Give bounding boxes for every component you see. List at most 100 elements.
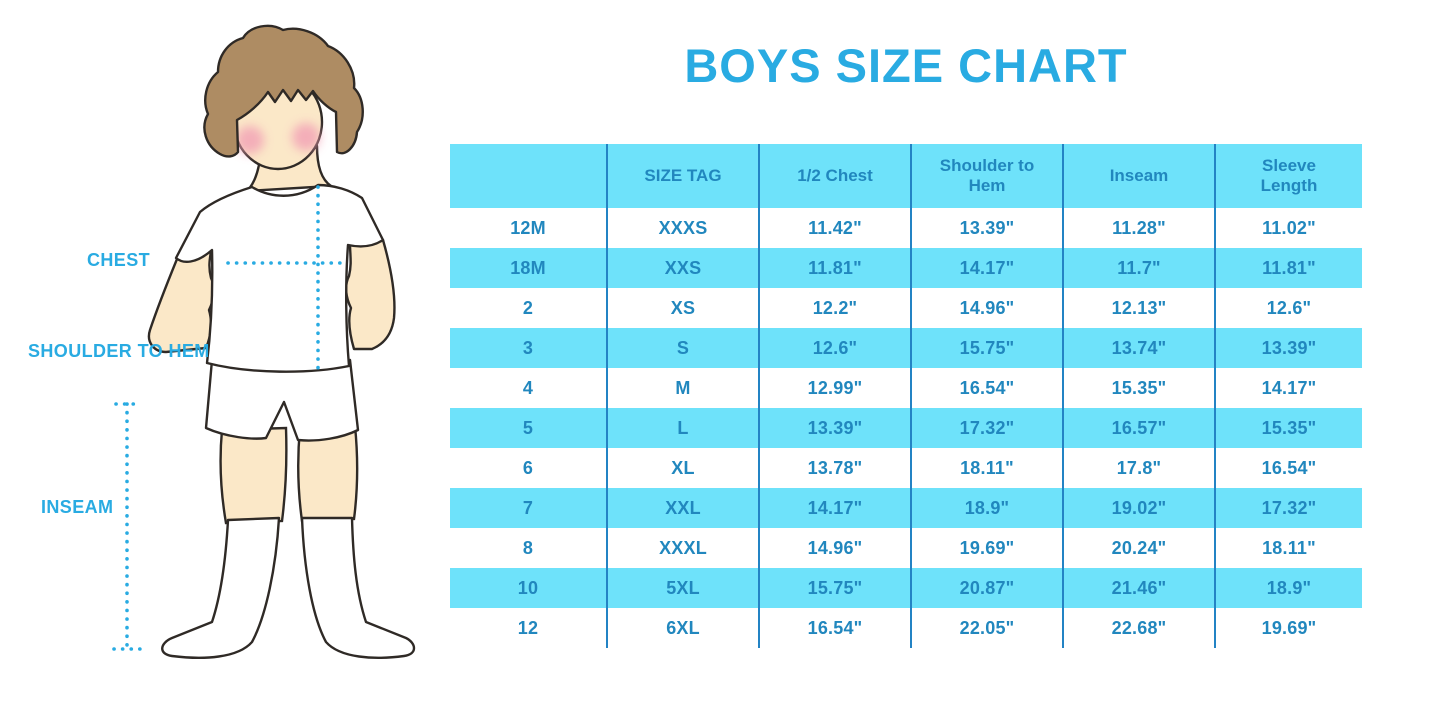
measurement-value: 21.46"	[1062, 568, 1214, 608]
boy-illustration	[112, 24, 416, 659]
table-row: 4 M 12.99" 16.54" 15.35" 14.17"	[450, 368, 1362, 408]
measurement-value: 18.11"	[910, 448, 1062, 488]
table-row: 12M XXXS 11.42" 13.39" 11.28" 11.02"	[450, 208, 1362, 248]
measurement-value: 12.99"	[758, 368, 910, 408]
measurement-value: 19.02"	[1062, 488, 1214, 528]
measurement-value: 14.96"	[758, 528, 910, 568]
measurement-value: 14.17"	[758, 488, 910, 528]
table-body: 12M XXXS 11.42" 13.39" 11.28" 11.02" 18M XXS 11.…	[450, 208, 1362, 648]
measurement-value: XXXL	[606, 528, 758, 568]
measurement-value: 15.35"	[1214, 408, 1362, 448]
table-row: 12 6XL 16.54" 22.05" 22.68" 19.69"	[450, 608, 1362, 648]
table-row: 3 S 12.6" 15.75" 13.74" 13.39"	[450, 328, 1362, 368]
table-row: 6 XL 13.78" 18.11" 17.8" 16.54"	[450, 448, 1362, 488]
measurement-value: 15.75"	[758, 568, 910, 608]
measurement-value: 14.17"	[1214, 368, 1362, 408]
measurement-value: 19.69"	[1214, 608, 1362, 648]
measurement-value: 11.02"	[1214, 208, 1362, 248]
measurement-value: 17.32"	[910, 408, 1062, 448]
measurement-value: 18.11"	[1214, 528, 1362, 568]
measurement-value: XXS	[606, 248, 758, 288]
measurement-value: 11.81"	[1214, 248, 1362, 288]
row-size-label: 10	[517, 577, 539, 598]
measurement-value: 16.54"	[910, 368, 1062, 408]
left-sock-shape	[161, 516, 281, 659]
row-size-label: 5	[522, 417, 534, 438]
left-arm-shape	[147, 249, 216, 354]
right-leg-shape	[297, 424, 359, 523]
row-size-label: 3	[522, 337, 534, 358]
measurement-value: 17.8"	[1062, 448, 1214, 488]
measurement-value: 12.13"	[1062, 288, 1214, 328]
size-table: SIZE TAG 1/2 Chest Shoulder to Hem Insea…	[450, 144, 1362, 648]
header-cell-inseam: Inseam	[1062, 144, 1214, 208]
measurement-value: 16.57"	[1062, 408, 1214, 448]
row-size-label: 8	[522, 537, 534, 558]
header-cell-size-tag: SIZE TAG	[606, 144, 758, 208]
measurement-value: 19.69"	[910, 528, 1062, 568]
inseam-label: INSEAM	[41, 497, 114, 517]
measurement-value: 11.7"	[1062, 248, 1214, 288]
measurement-value: 11.28"	[1062, 208, 1214, 248]
measurement-value: S	[606, 328, 758, 368]
measurement-value: XXL	[606, 488, 758, 528]
table-row: 10 5XL 15.75" 20.87" 21.46" 18.9"	[450, 568, 1362, 608]
measurement-value: 17.32"	[1214, 488, 1362, 528]
header-cell-size	[450, 144, 606, 208]
measurement-value: 13.74"	[1062, 328, 1214, 368]
measurement-value: XS	[606, 288, 758, 328]
measurement-value: 13.39"	[758, 408, 910, 448]
page-title: BOYS SIZE CHART	[684, 39, 1128, 92]
row-size-label: 12M	[510, 217, 546, 238]
header-cell-half-chest: 1/2 Chest	[758, 144, 910, 208]
measurement-value: 22.68"	[1062, 608, 1214, 648]
left-leg-shape	[219, 426, 288, 525]
measurement-value: M	[606, 368, 758, 408]
measurement-value: L	[606, 408, 758, 448]
measurement-value: 14.96"	[910, 288, 1062, 328]
measurement-value: 13.78"	[758, 448, 910, 488]
measurement-value: 15.75"	[910, 328, 1062, 368]
row-size-label: 12	[517, 617, 539, 638]
measurement-value: 12.2"	[758, 288, 910, 328]
tshirt-shape	[174, 183, 385, 373]
table-row: 18M XXS 11.81" 14.17" 11.7" 11.81"	[450, 248, 1362, 288]
measurement-value: 18.9"	[910, 488, 1062, 528]
header-cell-sleeve-length: Sleeve Length	[1214, 144, 1362, 208]
measurement-value: 11.42"	[758, 208, 910, 248]
measurement-value: 6XL	[606, 608, 758, 648]
measurement-value: 16.54"	[758, 608, 910, 648]
measurement-value: 5XL	[606, 568, 758, 608]
measurement-value: 13.39"	[910, 208, 1062, 248]
measurement-value: 20.24"	[1062, 528, 1214, 568]
row-size-label: 2	[522, 297, 534, 318]
measurement-value: 12.6"	[758, 328, 910, 368]
table-row: 2 XS 12.2" 14.96" 12.13" 12.6"	[450, 288, 1362, 328]
measurement-value: 22.05"	[910, 608, 1062, 648]
measurement-value: 15.35"	[1062, 368, 1214, 408]
chest-label: CHEST	[87, 250, 151, 270]
measurement-value: 14.17"	[910, 248, 1062, 288]
measurement-value: 11.81"	[758, 248, 910, 288]
table-row: 5 L 13.39" 17.32" 16.57" 15.35"	[450, 408, 1362, 448]
header-cell-shoulder-to-hem: Shoulder to Hem	[910, 144, 1062, 208]
measurement-value: 13.39"	[1214, 328, 1362, 368]
table-row: 7 XXL 14.17" 18.9" 19.02" 17.32"	[450, 488, 1362, 528]
row-size-label: 4	[522, 377, 534, 398]
right-arm-shape	[344, 238, 396, 351]
measurement-value: XXXS	[606, 208, 758, 248]
measurement-value: 18.9"	[1214, 568, 1362, 608]
left-cheek-blush	[236, 126, 264, 154]
measurement-value: 16.54"	[1214, 448, 1362, 488]
measurement-value: XL	[606, 448, 758, 488]
row-size-label: 7	[522, 497, 534, 518]
right-cheek-blush	[292, 123, 320, 151]
row-size-label: 18M	[510, 257, 546, 278]
shoulder-to-hem-label: SHOULDER TO HEM	[28, 341, 210, 361]
measurement-value: 20.87"	[910, 568, 1062, 608]
measurement-value: 12.6"	[1214, 288, 1362, 328]
hair-shape	[203, 24, 364, 158]
table-header-row: SIZE TAG 1/2 Chest Shoulder to Hem Insea…	[450, 144, 1362, 208]
right-sock-shape	[300, 516, 416, 659]
